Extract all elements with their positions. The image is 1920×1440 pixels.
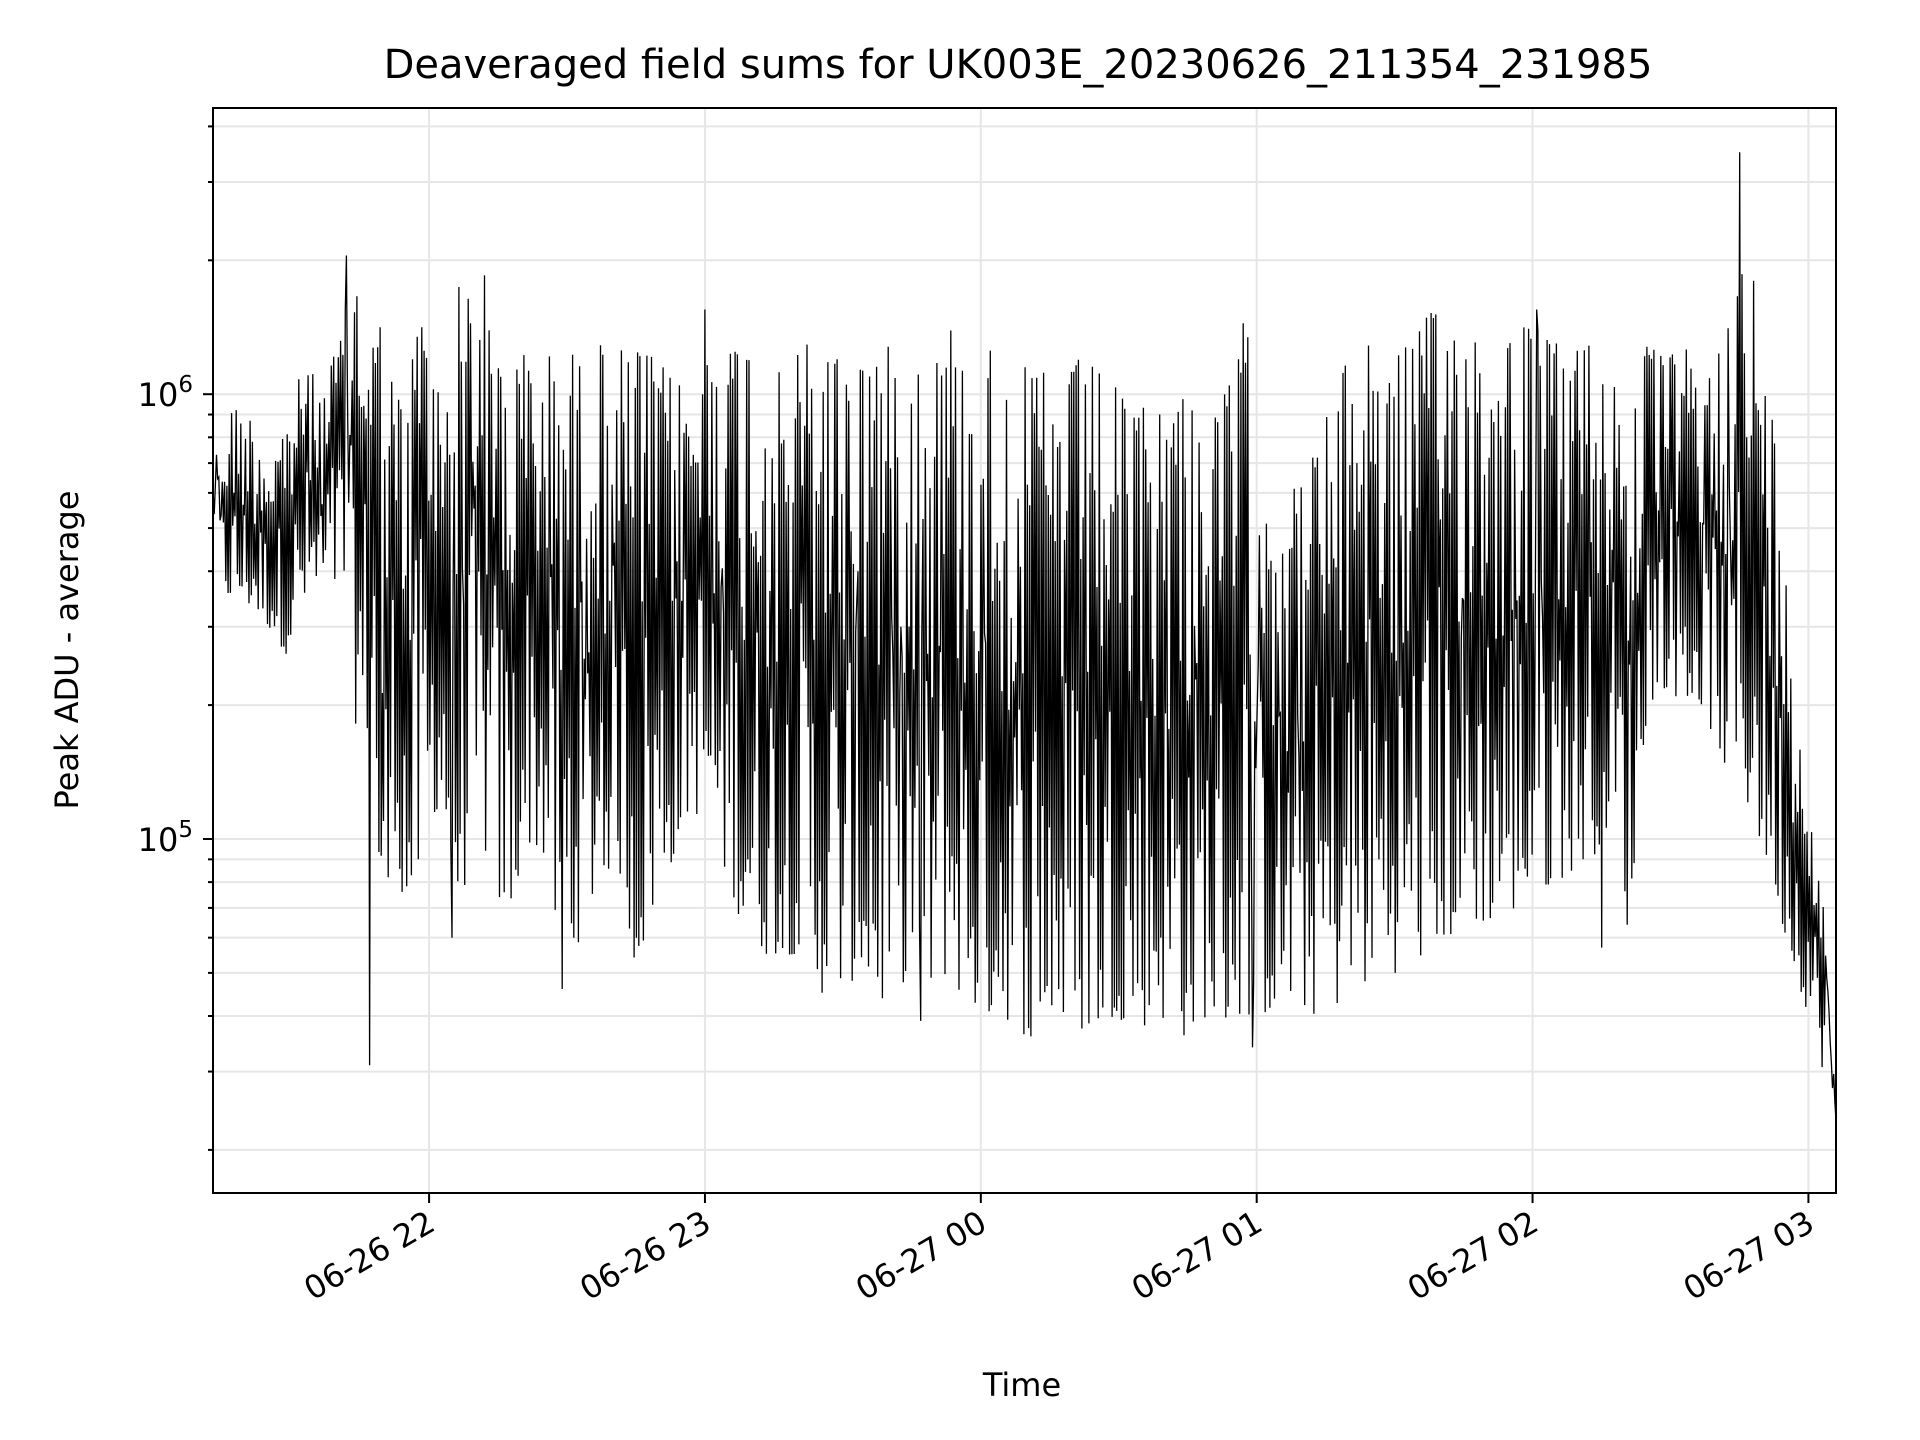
- series-path: [212, 152, 1837, 1121]
- plot-frame: [212, 107, 1837, 1194]
- chart-title: Deaveraged field sums for UK003E_2023062…: [384, 42, 1653, 88]
- series-line: [212, 152, 1837, 1121]
- y-tick-label: 105: [138, 817, 193, 859]
- x-axis-label: Time: [982, 1366, 1061, 1404]
- y-axis-label: Peak ADU - average: [48, 491, 86, 810]
- y-tick-label: 106: [138, 372, 193, 414]
- y-axis: 105 106: [138, 125, 213, 1151]
